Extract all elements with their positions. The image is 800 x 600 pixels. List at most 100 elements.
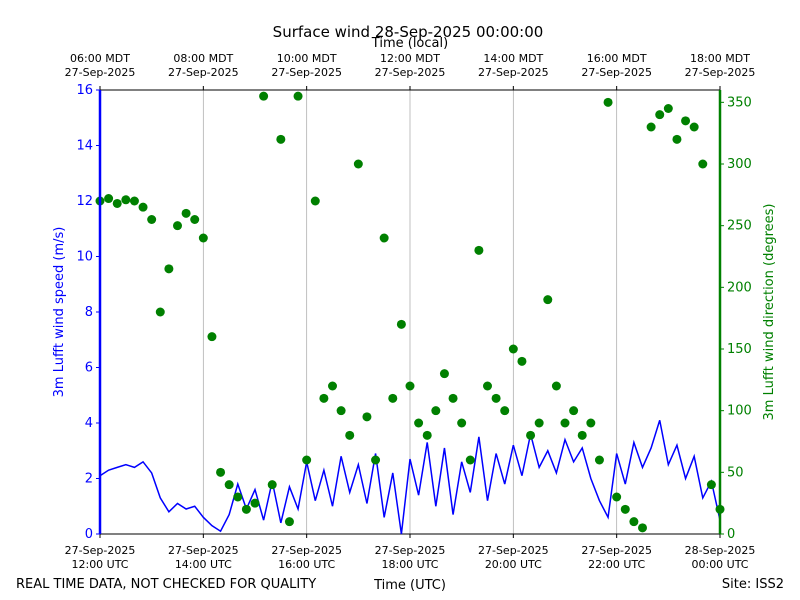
direction-point bbox=[422, 430, 432, 440]
x-tick-label: 27-Sep-2025 20:00 UTC bbox=[478, 544, 549, 571]
direction-point bbox=[336, 406, 346, 416]
direction-point bbox=[543, 295, 553, 305]
direction-point bbox=[560, 418, 570, 428]
y2-tick-label: 250 bbox=[727, 219, 752, 234]
direction-point bbox=[396, 319, 406, 329]
direction-point bbox=[155, 307, 165, 317]
direction-point bbox=[284, 517, 294, 527]
y2-tick-label: 0 bbox=[727, 527, 735, 542]
direction-point bbox=[190, 215, 200, 224]
direction-point bbox=[569, 406, 579, 416]
top-x-tick-label: 18:00 MDT 27-Sep-2025 bbox=[685, 52, 756, 79]
top-x-tick-label: 06:00 MDT 27-Sep-2025 bbox=[65, 52, 136, 79]
x-tick-label: 28-Sep-2025 00:00 UTC bbox=[685, 544, 756, 571]
speed-line bbox=[99, 420, 721, 535]
top-x-tick-label: 16:00 MDT 27-Sep-2025 bbox=[581, 52, 652, 79]
y-tick-label: 2 bbox=[85, 472, 93, 487]
direction-point bbox=[181, 208, 191, 218]
direction-point bbox=[173, 221, 182, 231]
direction-point bbox=[267, 480, 277, 490]
direction-point bbox=[457, 418, 467, 428]
direction-point bbox=[233, 492, 243, 502]
direction-point bbox=[586, 418, 596, 428]
x-tick-label: 27-Sep-2025 12:00 UTC bbox=[65, 544, 136, 571]
direction-point bbox=[689, 122, 699, 132]
direction-point bbox=[681, 116, 691, 126]
direction-point bbox=[448, 393, 458, 403]
top-x-tick-label: 08:00 MDT 27-Sep-2025 bbox=[168, 52, 239, 79]
x-axis-title: Time (UTC) bbox=[373, 578, 446, 593]
y2-tick-label: 350 bbox=[727, 95, 752, 110]
direction-point bbox=[474, 245, 484, 255]
direction-point bbox=[259, 91, 269, 101]
y2-tick-label: 200 bbox=[727, 280, 752, 295]
direction-point bbox=[198, 233, 208, 243]
direction-point bbox=[646, 122, 656, 132]
direction-point bbox=[612, 492, 622, 502]
chart-title: Surface wind 28-Sep-2025 00:00:00 bbox=[273, 23, 544, 41]
x-tick-label: 27-Sep-2025 22:00 UTC bbox=[581, 544, 652, 571]
direction-point bbox=[534, 418, 544, 428]
direction-point bbox=[577, 430, 587, 440]
direction-point bbox=[620, 504, 630, 514]
direction-point bbox=[655, 110, 665, 120]
direction-point bbox=[672, 134, 682, 144]
direction-point bbox=[663, 104, 673, 113]
direction-point bbox=[104, 194, 114, 204]
direction-point bbox=[706, 480, 716, 490]
site-label: Site: ISS2 bbox=[722, 577, 784, 592]
direction-point bbox=[439, 369, 449, 379]
direction-point bbox=[224, 480, 234, 490]
y2-tick-label: 100 bbox=[727, 404, 752, 419]
y-tick-label: 16 bbox=[76, 83, 93, 98]
y-tick-label: 0 bbox=[85, 527, 93, 542]
direction-point bbox=[594, 455, 604, 465]
y-axis-title: 3m Lufft wind speed (m/s) bbox=[52, 227, 67, 398]
direction-point bbox=[328, 381, 337, 391]
direction-point bbox=[112, 198, 122, 208]
direction-point bbox=[147, 215, 157, 224]
y-tick-label: 8 bbox=[85, 305, 93, 320]
direction-point bbox=[310, 196, 320, 206]
direction-point bbox=[551, 381, 561, 391]
direction-point bbox=[319, 393, 329, 403]
direction-point bbox=[129, 196, 139, 206]
y2-tick-label: 150 bbox=[727, 342, 752, 357]
direction-point bbox=[250, 498, 260, 508]
direction-point bbox=[353, 159, 363, 169]
y-tick-label: 14 bbox=[76, 139, 93, 154]
top-x-tick-label: 12:00 MDT 27-Sep-2025 bbox=[375, 52, 446, 79]
direction-point bbox=[121, 195, 131, 205]
direction-point bbox=[414, 418, 424, 428]
direction-point bbox=[371, 455, 381, 465]
direction-point bbox=[293, 91, 303, 101]
direction-point bbox=[483, 381, 492, 391]
direction-point bbox=[405, 381, 415, 391]
direction-point bbox=[500, 406, 510, 416]
y2-tick-label: 300 bbox=[727, 157, 752, 172]
direction-point bbox=[379, 233, 389, 243]
y-tick-label: 10 bbox=[76, 250, 93, 265]
direction-point bbox=[164, 264, 174, 274]
y2-axis-title: 3m Lufft wind direction (degrees) bbox=[762, 204, 777, 421]
direction-point bbox=[241, 504, 251, 514]
direction-point bbox=[465, 455, 475, 465]
direction-point bbox=[526, 430, 536, 440]
footer-note: REAL TIME DATA, NOT CHECKED FOR QUALITY bbox=[16, 577, 316, 592]
direction-point bbox=[629, 517, 639, 527]
direction-point bbox=[638, 523, 647, 533]
direction-point bbox=[362, 412, 372, 422]
direction-point bbox=[207, 332, 217, 342]
direction-point bbox=[517, 356, 527, 366]
direction-point bbox=[431, 406, 441, 416]
y-tick-label: 6 bbox=[85, 361, 93, 376]
direction-point bbox=[491, 393, 501, 403]
top-x-tick-label: 10:00 MDT 27-Sep-2025 bbox=[271, 52, 342, 79]
direction-point bbox=[345, 430, 355, 440]
direction-point bbox=[276, 134, 286, 144]
y-tick-label: 4 bbox=[85, 416, 93, 431]
direction-point bbox=[388, 393, 398, 403]
direction-point bbox=[138, 202, 148, 212]
direction-point bbox=[216, 467, 226, 477]
